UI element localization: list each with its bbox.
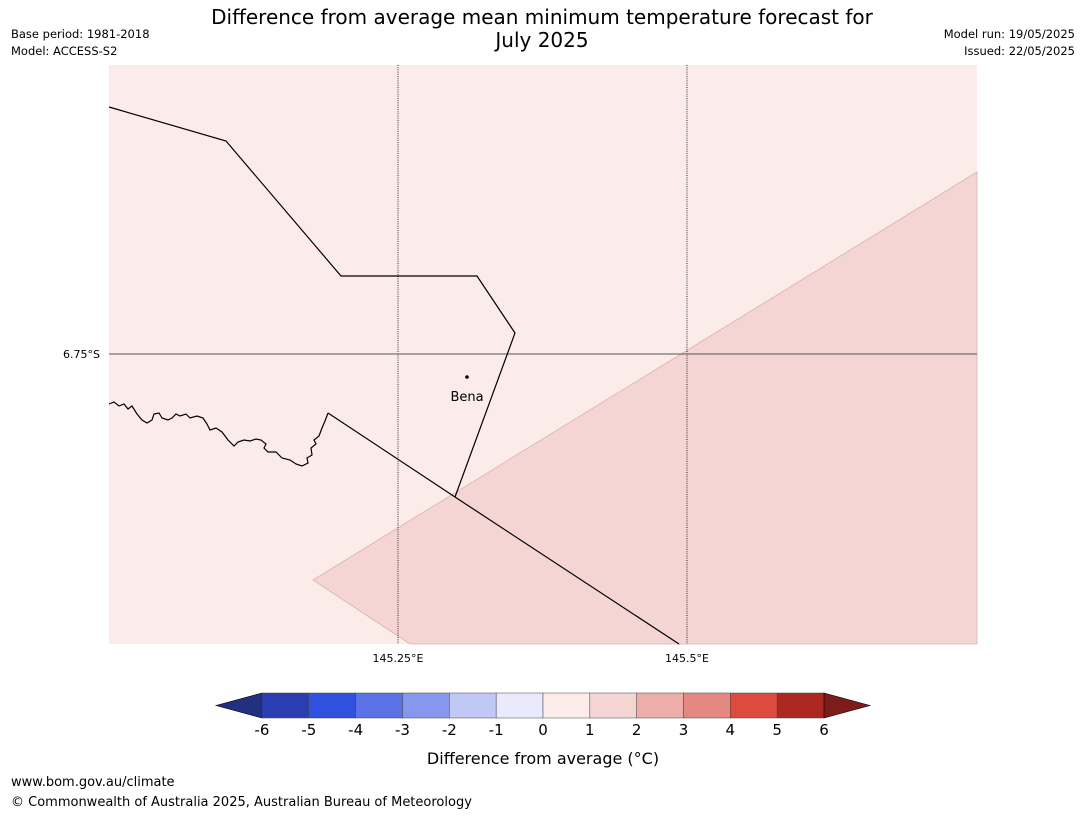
- colorbar-tick-label: 5: [772, 721, 782, 739]
- map-title-line1: Difference from average mean minimum tem…: [211, 5, 873, 29]
- bena-label: Bena: [450, 390, 483, 405]
- colorbar-tick-label: -6: [255, 721, 270, 739]
- colorbar-segment: [589, 692, 637, 719]
- colorbar: -6 -5 -4 -3 -2 -1 0 1 2 3 4 5 6: [214, 692, 872, 739]
- colorbar-tick-label: 6: [819, 721, 829, 739]
- colorbar-tick-label: 1: [585, 721, 595, 739]
- longitude-label-145-25: 145.25°E: [373, 652, 424, 665]
- colorbar-segment: [683, 692, 731, 719]
- province-boundary-south: [327, 412, 680, 645]
- colorbar-segment: [776, 692, 825, 719]
- colorbar-tick-label: -2: [442, 721, 457, 739]
- colorbar-label: Difference from average (°C): [427, 749, 659, 768]
- longitude-label-145-5: 145.5°E: [665, 652, 709, 665]
- issued-text: Issued: 22/05/2025: [964, 44, 1075, 58]
- colorbar-tick-label: 3: [679, 721, 689, 739]
- model-run-text: Model run: 19/05/2025: [943, 27, 1075, 41]
- map-title: Difference from average mean minimum tem…: [192, 6, 892, 52]
- colorbar-tick-label: 0: [538, 721, 548, 739]
- meta-right: Model run: 19/05/2025 Issued: 22/05/2025: [944, 26, 1075, 60]
- meta-left: Base period: 1981-2018 Model: ACCESS-S2: [11, 26, 150, 60]
- colorbar-segment: [261, 692, 310, 719]
- colorbar-tick-label: -3: [395, 721, 410, 739]
- anomaly-region-1-2: [312, 171, 978, 645]
- base-period-text: Base period: 1981-2018: [11, 27, 150, 41]
- colorbar-segment: [495, 692, 544, 719]
- colorbar-segment: [355, 692, 403, 719]
- bena-location-dot: [465, 375, 469, 379]
- footer-url: www.bom.gov.au/climate: [11, 775, 175, 790]
- colorbar-tick-label: -4: [348, 721, 363, 739]
- colorbar-tick-label: 4: [726, 721, 736, 739]
- colorbar-segment: [308, 692, 356, 719]
- colorbar-extend-high: [823, 692, 872, 719]
- colorbar-segment: [730, 692, 778, 719]
- colorbar-tick-label: -1: [489, 721, 504, 739]
- colorbar-tick-label: 2: [632, 721, 642, 739]
- colorbar-tick-label: -5: [301, 721, 316, 739]
- province-boundary: [108, 106, 516, 498]
- colorbar-extend-low: [214, 692, 263, 719]
- latitude-label: 6.75°S: [63, 348, 100, 361]
- map-panel: Bena 6.75°S 145.25°E 145.5°E: [63, 65, 978, 665]
- map-title-line2: July 2025: [495, 28, 589, 52]
- model-text: Model: ACCESS-S2: [11, 44, 118, 58]
- river-boundary: [108, 401, 329, 467]
- footer-copyright: © Commonwealth of Australia 2025, Austra…: [11, 795, 472, 810]
- colorbar-segment: [542, 692, 591, 719]
- colorbar-segment: [402, 692, 450, 719]
- colorbar-segment: [636, 692, 684, 719]
- colorbar-segment: [449, 692, 497, 719]
